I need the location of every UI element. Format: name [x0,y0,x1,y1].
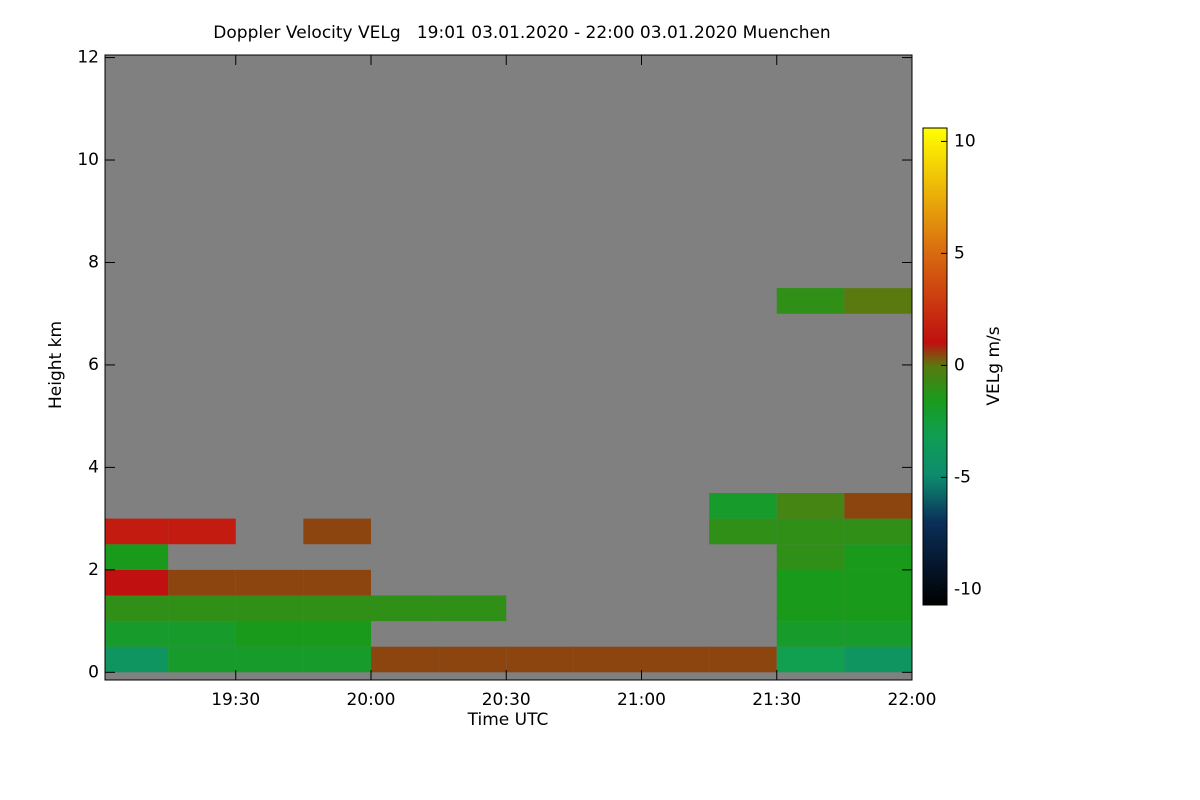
heat-cell [776,518,845,545]
heat-cell [844,288,912,314]
heat-cell [709,646,777,673]
heat-cell [438,595,507,622]
heat-cell [844,569,912,596]
heat-cell [573,646,642,673]
heat-cell [303,518,371,545]
heat-cell [370,595,439,622]
heat-cell [776,288,845,314]
heat-cell [303,595,371,622]
heat-cell [776,544,845,570]
heat-cell [303,646,371,673]
heat-cell [303,569,371,596]
y-tick-label: 4 [88,457,99,477]
heat-cell [105,544,169,570]
y-tick-label: 6 [88,355,99,375]
x-tick-label: 20:00 [346,690,395,710]
colorbar-tick-label: -10 [954,579,982,599]
colorbar-tick-label: 10 [954,131,976,151]
x-tick-label: 21:30 [752,690,801,710]
x-tick-label: 21:00 [617,690,666,710]
colorbar-tick-label: -5 [954,467,971,487]
heat-cell [506,646,574,673]
heat-cell [641,646,710,673]
heat-cell [105,646,169,673]
x-tick-label: 19:30 [211,690,260,710]
heat-cell [235,595,304,622]
heat-cell [844,518,912,545]
x-tick-label: 22:00 [888,690,937,710]
colorbar-label: VELg m/s [984,326,1004,405]
plot-frame [104,54,913,681]
heat-cell [709,493,777,519]
colorbar-tick-label: 5 [954,243,965,263]
heat-cell [303,621,371,647]
heat-cell [776,646,845,673]
heat-cell [168,518,236,545]
heat-cell [776,493,845,519]
heat-cell [776,595,845,622]
heat-cell [776,621,845,647]
heat-cell [168,569,236,596]
chart-title: Doppler Velocity VELg 19:01 03.01.2020 -… [213,23,830,43]
heat-cell [105,518,169,545]
heat-cell [844,595,912,622]
heat-cell [438,646,507,673]
colorbar-tick-label: 0 [954,355,965,375]
heat-cell [844,621,912,647]
colorbar [922,127,948,606]
heat-cell [168,595,236,622]
heat-cell [168,621,236,647]
heat-cell [105,569,169,596]
y-tick-label: 10 [77,150,99,170]
heat-cell [105,621,169,647]
heat-cell [105,595,169,622]
heat-cell [776,569,845,596]
heat-cell [235,569,304,596]
y-tick-label: 12 [77,48,99,68]
heat-cell [370,646,439,673]
heat-cell [844,646,912,673]
y-tick-label: 0 [88,662,99,682]
y-tick-label: 8 [88,252,99,272]
heat-cell [709,518,777,545]
heat-cell [235,621,304,647]
heat-cell [844,544,912,570]
y-axis-label: Height km [46,321,66,409]
heat-cell [168,646,236,673]
x-tick-label: 20:30 [482,690,531,710]
y-tick-label: 2 [88,560,99,580]
heat-cell [235,646,304,673]
x-axis-label: Time UTC [467,710,549,730]
heat-cell [844,493,912,519]
